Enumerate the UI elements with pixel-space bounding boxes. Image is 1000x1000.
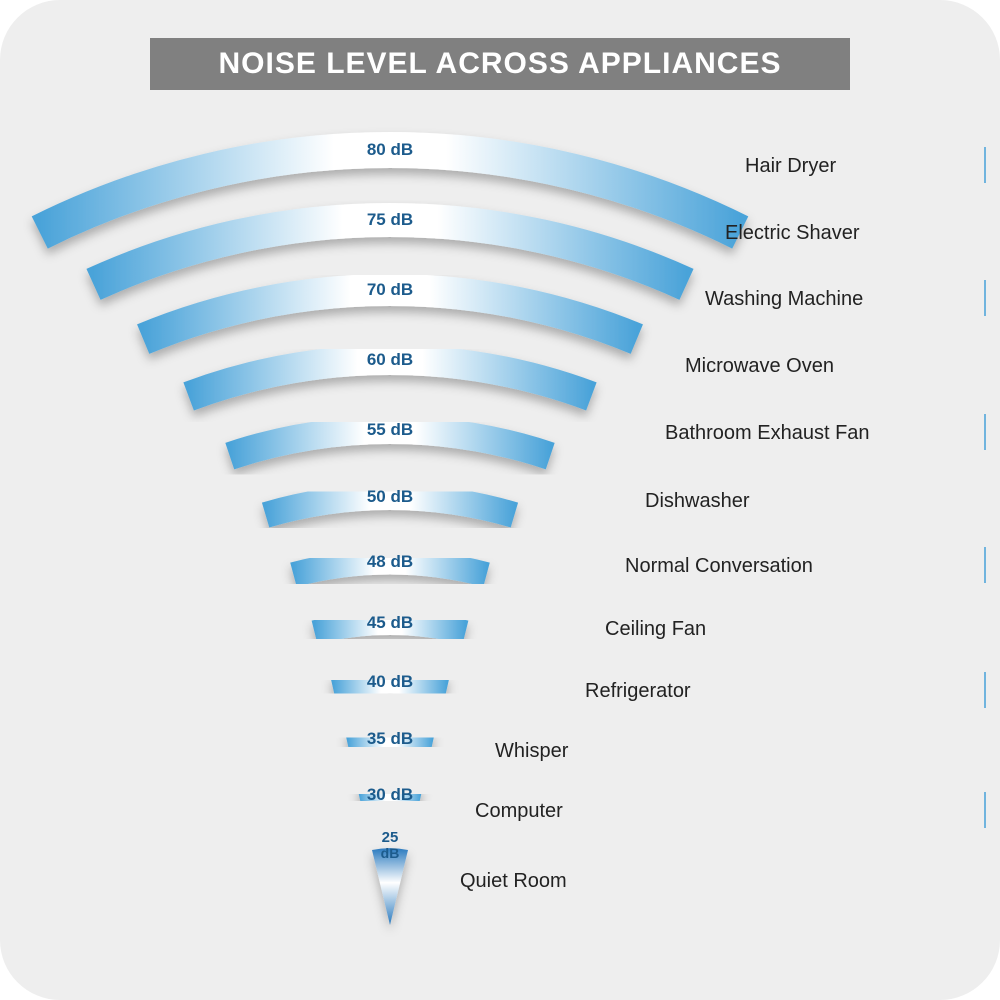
appliance-label: Microwave Oven [685, 355, 834, 377]
db-label: 80 dB [367, 140, 413, 159]
appliance-label: Refrigerator [585, 680, 691, 702]
db-label: 70 dB [367, 280, 413, 299]
appliance-label: Computer [475, 800, 563, 822]
appliance-label: Washing Machine [705, 288, 863, 310]
db-label: 55 dB [367, 420, 413, 439]
db-label: 60 dB [367, 350, 413, 369]
db-label: 40 dB [367, 672, 413, 691]
appliance-label: Bathroom Exhaust Fan [665, 422, 870, 444]
appliance-label: Quiet Room [460, 870, 567, 892]
infographic-card: NOISE LEVEL ACROSS APPLIANCES 80 dBHair … [0, 0, 1000, 1000]
db-label: 30 dB [367, 785, 413, 804]
appliance-label: Electric Shaver [725, 222, 860, 244]
arcs-svg: 80 dB Hair Dryer 75 dB Electric Shaver 70 dB… [0, 0, 1000, 1000]
appliance-label: Ceiling Fan [605, 618, 706, 640]
db-value: 25 [382, 829, 399, 846]
db-label: 75 dB [367, 210, 413, 229]
appliance-label: Dishwasher [645, 490, 750, 512]
appliance-label: Hair Dryer [745, 155, 836, 177]
db-unit: dB [381, 845, 400, 861]
appliance-label: Whisper [495, 740, 569, 762]
db-label: 35 dB [367, 729, 413, 748]
db-label: 50 dB [367, 487, 413, 506]
db-label: 48 dB [367, 552, 413, 571]
appliance-label: Normal Conversation [625, 555, 813, 577]
db-label: 45 dB [367, 613, 413, 632]
